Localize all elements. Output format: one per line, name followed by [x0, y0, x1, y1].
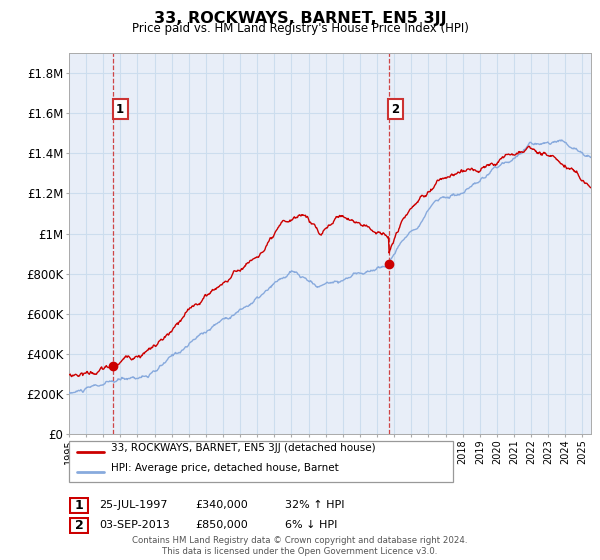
FancyBboxPatch shape [69, 441, 453, 482]
Text: 33, ROCKWAYS, BARNET, EN5 3JJ (detached house): 33, ROCKWAYS, BARNET, EN5 3JJ (detached … [111, 444, 376, 454]
Text: 2: 2 [74, 519, 83, 532]
Text: £340,000: £340,000 [195, 500, 248, 510]
Text: 32% ↑ HPI: 32% ↑ HPI [285, 500, 344, 510]
Text: Price paid vs. HM Land Registry's House Price Index (HPI): Price paid vs. HM Land Registry's House … [131, 22, 469, 35]
Text: Contains HM Land Registry data © Crown copyright and database right 2024.
This d: Contains HM Land Registry data © Crown c… [132, 536, 468, 556]
FancyBboxPatch shape [70, 517, 88, 533]
Text: 2: 2 [392, 103, 400, 116]
Text: 25-JUL-1997: 25-JUL-1997 [99, 500, 167, 510]
Text: £850,000: £850,000 [195, 520, 248, 530]
Text: 6% ↓ HPI: 6% ↓ HPI [285, 520, 337, 530]
FancyBboxPatch shape [70, 497, 88, 513]
Text: HPI: Average price, detached house, Barnet: HPI: Average price, detached house, Barn… [111, 463, 339, 473]
Text: 1: 1 [116, 103, 124, 116]
Text: 03-SEP-2013: 03-SEP-2013 [99, 520, 170, 530]
Text: 33, ROCKWAYS, BARNET, EN5 3JJ: 33, ROCKWAYS, BARNET, EN5 3JJ [154, 11, 446, 26]
Text: 1: 1 [74, 498, 83, 512]
